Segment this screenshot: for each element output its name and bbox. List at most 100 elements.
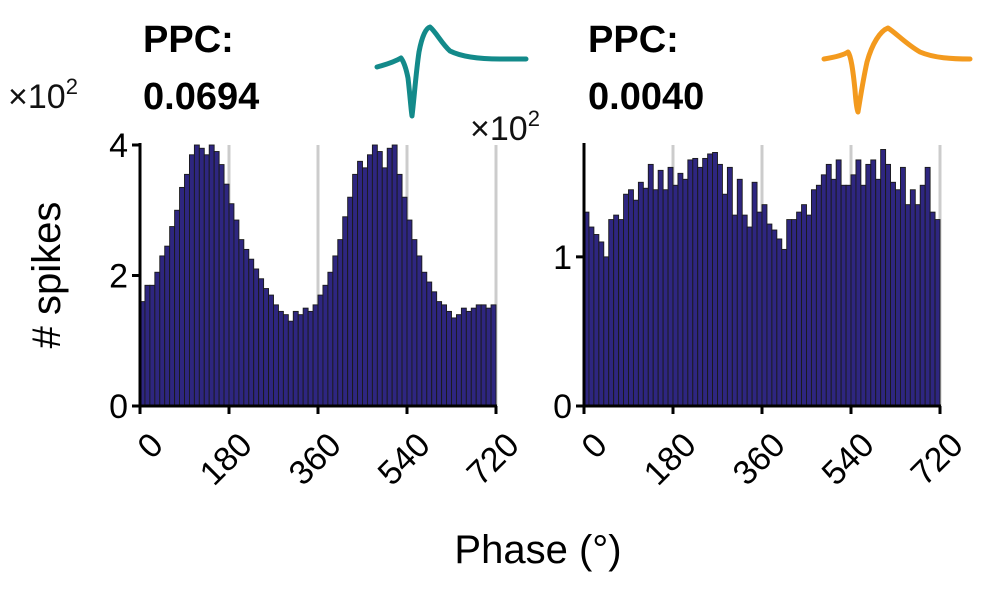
spike-waveform-teal-icon	[374, 24, 529, 119]
bar-left-55	[411, 239, 418, 407]
bar-right-16	[662, 189, 669, 407]
bar-right-30	[731, 214, 738, 407]
bar-left-41	[342, 216, 349, 407]
spike-waveform-orange-icon	[821, 25, 973, 115]
bar-left-32	[297, 314, 304, 407]
bar-left-37	[322, 284, 329, 407]
bar-left-63	[451, 317, 457, 407]
bar-right-64	[899, 166, 906, 407]
bar-left-46	[366, 154, 373, 407]
ppc-value-right: 0.0040	[588, 76, 704, 118]
bar-left-1	[144, 284, 151, 407]
bar-right-60	[880, 149, 887, 407]
bar-left-13	[203, 154, 210, 407]
bar-left-64	[455, 314, 462, 407]
bar-right-38	[771, 229, 778, 407]
bar-right-10	[632, 199, 639, 407]
bar-right-43	[796, 211, 803, 407]
bar-right-21	[687, 159, 694, 407]
bar-right-2	[593, 234, 600, 407]
bar-left-34	[307, 310, 314, 407]
bar-right-33	[746, 226, 753, 407]
bar-left-15	[213, 151, 220, 407]
x-tick-label-left-360: 360	[282, 426, 349, 493]
bar-left-33	[302, 307, 309, 407]
bar-left-3	[154, 271, 161, 407]
axes-left	[132, 143, 498, 414]
bar-left-50	[386, 147, 393, 407]
bar-right-27	[717, 163, 723, 407]
bar-right-40	[781, 248, 788, 407]
bar-right-31	[736, 178, 743, 407]
y-tick-label-left-0: 0	[109, 388, 128, 426]
bar-right-61	[885, 163, 892, 407]
bar-right-32	[741, 214, 748, 407]
bar-left-70	[485, 307, 492, 407]
bar-left-67	[470, 307, 477, 407]
bar-left-18	[228, 203, 235, 407]
bar-right-11	[637, 181, 644, 407]
bar-left-26	[268, 294, 274, 407]
bar-right-66	[909, 189, 916, 407]
y-tick-label-right-0: 0	[553, 388, 572, 426]
bar-right-37	[766, 223, 773, 407]
bar-left-29	[282, 314, 289, 407]
bar-right-14	[652, 189, 659, 407]
y-tick-label-right-1: 1	[553, 239, 572, 277]
bar-right-39	[776, 238, 783, 407]
bar-right-23	[697, 166, 704, 407]
x-tick-label-right-720: 720	[904, 426, 971, 493]
bar-left-54	[406, 219, 413, 407]
bar-right-5	[608, 219, 615, 407]
bar-right-68	[919, 184, 926, 407]
bar-left-23	[253, 268, 260, 407]
bar-right-8	[623, 193, 629, 407]
bar-right-26	[712, 152, 718, 407]
bar-left-12	[198, 147, 205, 407]
bar-right-53	[845, 184, 852, 407]
bar-right-19	[677, 172, 684, 407]
y-multiplier-left: ×102	[8, 74, 78, 116]
x-tick-label-right-360: 360	[726, 426, 793, 493]
bar-right-45	[806, 214, 812, 407]
bar-right-71	[934, 219, 941, 407]
bar-right-50	[830, 178, 837, 407]
bar-right-20	[682, 178, 689, 407]
ppc-label-left: PPC:	[143, 19, 234, 61]
x-tick-label-left-540: 540	[371, 426, 438, 493]
bar-left-4	[159, 255, 166, 407]
bar-right-36	[761, 204, 768, 407]
bar-left-24	[258, 278, 265, 407]
bar-right-7	[618, 219, 625, 407]
bar-right-3	[598, 241, 605, 407]
bar-left-7	[174, 209, 181, 407]
bar-left-42	[347, 196, 354, 407]
bar-right-34	[751, 181, 758, 407]
bar-right-25	[707, 153, 714, 407]
y-tick-label-left-2: 2	[109, 258, 128, 296]
bar-right-54	[850, 174, 857, 407]
y-axis-label: # spikes	[25, 202, 69, 349]
bar-left-31	[292, 310, 299, 407]
bar-left-22	[248, 258, 255, 407]
bar-left-2	[149, 284, 156, 407]
bar-left-27	[273, 304, 279, 407]
bar-left-28	[277, 310, 284, 407]
bar-left-59	[431, 291, 438, 407]
bar-left-60	[436, 301, 443, 407]
bar-right-70	[929, 211, 936, 407]
bar-right-1	[588, 226, 595, 407]
bar-right-56	[860, 184, 867, 407]
bar-left-20	[238, 239, 245, 407]
x-tick-label-right-540: 540	[815, 426, 882, 493]
bar-left-36	[317, 294, 324, 407]
bar-left-52	[396, 173, 403, 407]
bar-right-57	[865, 163, 872, 407]
bar-right-18	[672, 184, 679, 407]
x-tick-label-right-180: 180	[637, 426, 704, 493]
bar-left-51	[391, 144, 398, 407]
bar-left-11	[193, 144, 200, 407]
bar-left-16	[218, 164, 225, 407]
bar-right-12	[642, 187, 649, 407]
